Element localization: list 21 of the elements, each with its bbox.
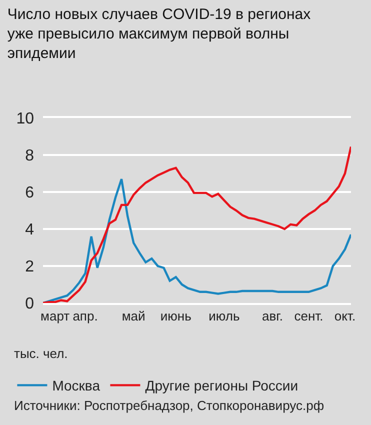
- legend-label: Другие регионы России: [145, 378, 298, 394]
- y-tick-label: 2: [25, 258, 34, 276]
- y-tick-label: 6: [25, 184, 34, 202]
- x-tick-label: июнь: [160, 308, 192, 324]
- x-tick-label: окт.: [334, 308, 356, 324]
- y-tick-label: 8: [25, 148, 34, 165]
- y-axis-title: тыс. чел.: [14, 346, 68, 361]
- x-tick-label: авг.: [262, 308, 283, 324]
- x-tick-label: июль: [208, 308, 240, 324]
- y-tick-label: 0: [25, 296, 34, 313]
- x-tick-label: апр.: [72, 308, 98, 324]
- legend-label: Москва: [52, 378, 100, 394]
- line-series: [43, 146, 351, 303]
- y-tick-label: 4: [25, 222, 34, 239]
- x-tick-label: март: [40, 308, 70, 324]
- line-series: [43, 178, 351, 303]
- x-tick-label: май: [122, 308, 146, 324]
- chart-title: Число новых случаев COVID-19 в регионах уже превысило максимум первой волны эпидемии: [7, 6, 312, 62]
- y-tick-label: 10: [16, 110, 34, 128]
- text: Источники: Роспотребнадзор, Стопкоронавирус.рф: [14, 398, 324, 413]
- x-tick-label: сент.: [294, 308, 324, 324]
